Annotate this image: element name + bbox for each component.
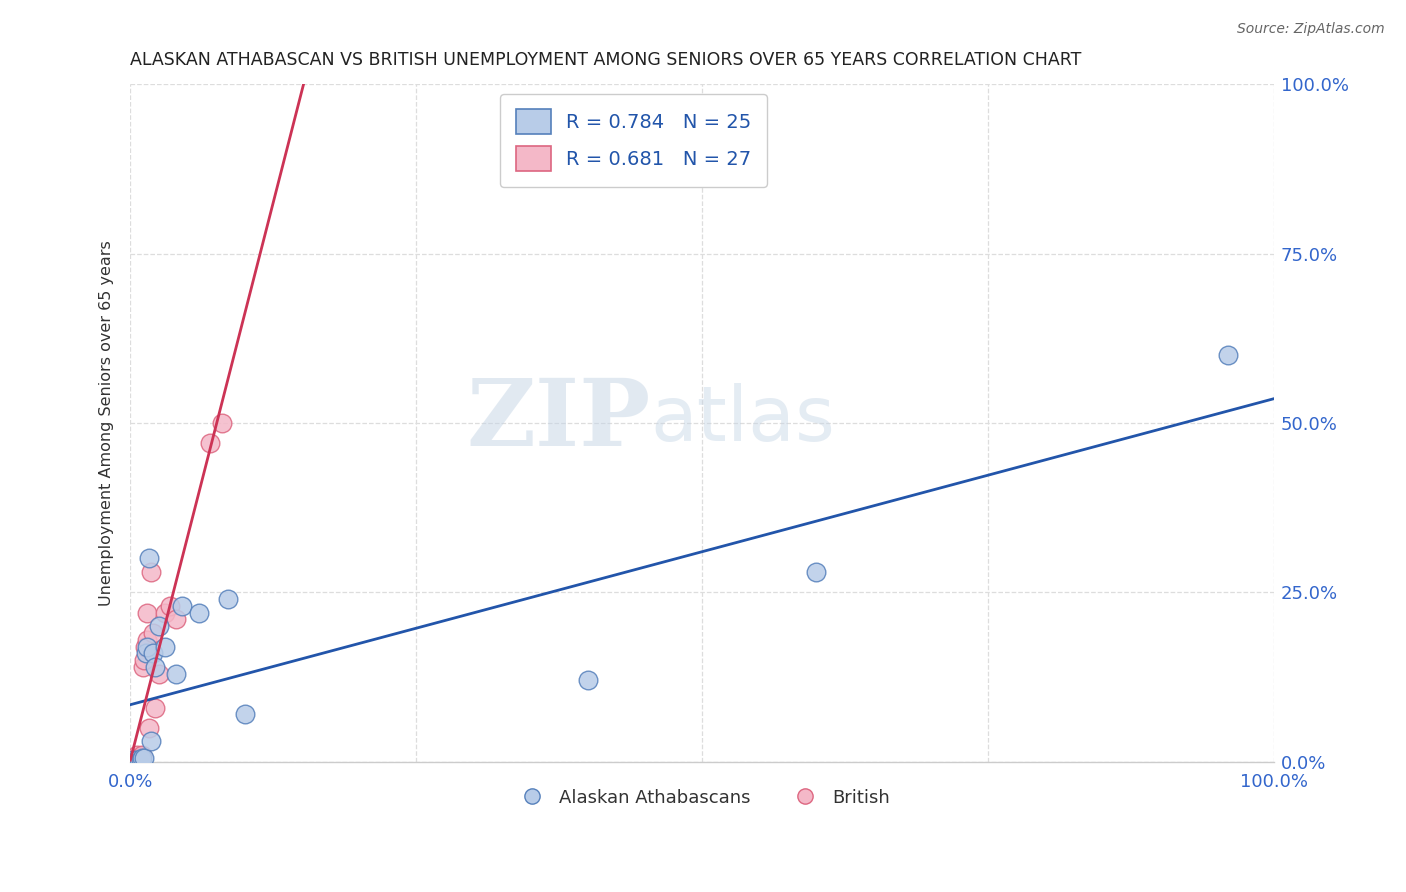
Point bbox=[128, 755, 150, 769]
Point bbox=[187, 606, 209, 620]
Y-axis label: Unemployment Among Seniors over 65 years: Unemployment Among Seniors over 65 years bbox=[100, 240, 114, 606]
Point bbox=[121, 753, 143, 767]
Point bbox=[121, 755, 143, 769]
Point bbox=[131, 747, 153, 762]
Point bbox=[148, 619, 170, 633]
Point bbox=[139, 565, 162, 579]
Text: Source: ZipAtlas.com: Source: ZipAtlas.com bbox=[1237, 22, 1385, 37]
Point bbox=[121, 755, 143, 769]
Point bbox=[127, 747, 149, 762]
Point bbox=[136, 640, 159, 654]
Point bbox=[122, 755, 145, 769]
Point bbox=[131, 751, 153, 765]
Text: ZIP: ZIP bbox=[467, 375, 651, 465]
Point bbox=[125, 753, 148, 767]
Point bbox=[145, 700, 167, 714]
Point bbox=[139, 734, 162, 748]
Point bbox=[129, 751, 152, 765]
Point bbox=[136, 632, 159, 647]
Point bbox=[136, 606, 159, 620]
Point bbox=[132, 751, 155, 765]
Point bbox=[122, 755, 145, 769]
Point bbox=[576, 673, 599, 688]
Point bbox=[129, 753, 152, 767]
Point bbox=[127, 753, 149, 767]
Text: ALASKAN ATHABASCAN VS BRITISH UNEMPLOYMENT AMONG SENIORS OVER 65 YEARS CORRELATI: ALASKAN ATHABASCAN VS BRITISH UNEMPLOYME… bbox=[131, 51, 1081, 69]
Point bbox=[125, 755, 148, 769]
Point bbox=[159, 599, 181, 613]
Point bbox=[165, 612, 187, 626]
Point bbox=[124, 754, 146, 768]
Point bbox=[211, 416, 233, 430]
Point bbox=[124, 755, 146, 769]
Point bbox=[122, 755, 145, 769]
Point bbox=[200, 436, 222, 450]
Point bbox=[142, 626, 165, 640]
Point bbox=[165, 666, 187, 681]
Point bbox=[1216, 348, 1239, 362]
Point bbox=[134, 640, 156, 654]
Point bbox=[132, 653, 155, 667]
Point bbox=[148, 666, 170, 681]
Point bbox=[121, 755, 143, 769]
Point bbox=[135, 646, 157, 660]
Point bbox=[127, 751, 149, 765]
Legend: Alaskan Athabascans, British: Alaskan Athabascans, British bbox=[508, 781, 897, 814]
Point bbox=[138, 721, 160, 735]
Point bbox=[233, 707, 256, 722]
Point bbox=[153, 606, 176, 620]
Point bbox=[217, 592, 239, 607]
Point bbox=[142, 646, 165, 660]
Point bbox=[145, 660, 167, 674]
Point bbox=[170, 599, 193, 613]
Text: atlas: atlas bbox=[651, 383, 835, 457]
Point bbox=[128, 755, 150, 769]
Point bbox=[138, 551, 160, 566]
Point bbox=[806, 565, 828, 579]
Point bbox=[153, 640, 176, 654]
Point bbox=[132, 660, 155, 674]
